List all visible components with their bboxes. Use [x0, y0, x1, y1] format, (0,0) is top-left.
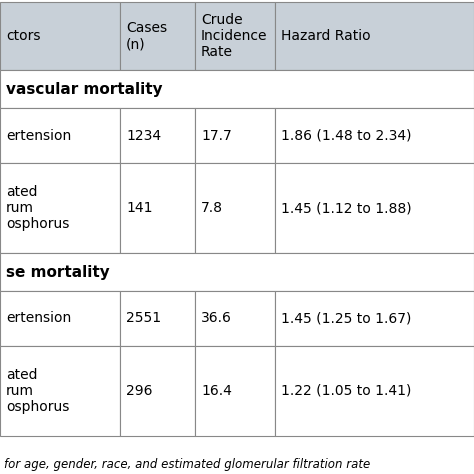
Text: 7.8: 7.8 [201, 201, 223, 215]
Bar [275, 163, 474, 253]
Text: 1.86 (1.48 to 2.34): 1.86 (1.48 to 2.34) [281, 128, 411, 143]
Bar [195, 2, 275, 70]
Text: 1234: 1234 [126, 128, 161, 143]
Bar [0, 163, 120, 253]
Text: 1.45 (1.25 to 1.67): 1.45 (1.25 to 1.67) [281, 311, 411, 326]
Bar [275, 346, 474, 436]
Text: for age, gender, race, and estimated glomerular filtration rate: for age, gender, race, and estimated glo… [4, 458, 370, 471]
Text: se mortality: se mortality [6, 264, 110, 280]
Bar [120, 291, 195, 346]
Text: ertension: ertension [6, 311, 71, 326]
Text: 2551: 2551 [126, 311, 161, 326]
Text: 1.45 (1.12 to 1.88): 1.45 (1.12 to 1.88) [281, 201, 411, 215]
Text: 141: 141 [126, 201, 153, 215]
Text: ctors: ctors [6, 29, 40, 43]
Bar [0, 108, 120, 163]
Text: ertension: ertension [6, 128, 71, 143]
Bar [275, 108, 474, 163]
Bar [275, 2, 474, 70]
Bar [195, 108, 275, 163]
Text: ated
rum
osphorus: ated rum osphorus [6, 368, 69, 414]
Bar [0, 2, 120, 70]
Bar [0, 70, 474, 108]
Bar [195, 346, 275, 436]
Text: vascular mortality: vascular mortality [6, 82, 163, 97]
Bar [120, 2, 195, 70]
Text: ated
rum
osphorus: ated rum osphorus [6, 185, 69, 231]
Bar [195, 163, 275, 253]
Bar [0, 253, 474, 291]
Text: Cases
(n): Cases (n) [126, 21, 167, 51]
Text: Crude
Incidence
Rate: Crude Incidence Rate [201, 13, 267, 59]
Bar [195, 291, 275, 346]
Bar [0, 346, 120, 436]
Text: 36.6: 36.6 [201, 311, 232, 326]
Bar [275, 291, 474, 346]
Text: 1.22 (1.05 to 1.41): 1.22 (1.05 to 1.41) [281, 384, 411, 398]
Bar [120, 108, 195, 163]
Text: Hazard Ratio: Hazard Ratio [281, 29, 371, 43]
Bar [120, 163, 195, 253]
Text: 16.4: 16.4 [201, 384, 232, 398]
Bar [120, 346, 195, 436]
Text: 296: 296 [126, 384, 153, 398]
Text: 17.7: 17.7 [201, 128, 232, 143]
Bar [0, 291, 120, 346]
